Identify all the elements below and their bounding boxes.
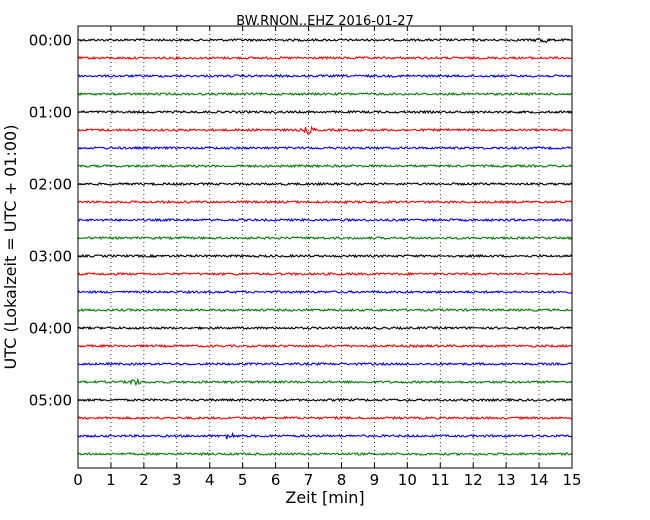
x-tick-label: 2 (139, 471, 149, 489)
x-tick-label: 5 (238, 471, 248, 489)
trace-0000 (77, 37, 573, 44)
x-tick-label: 0 (73, 471, 83, 489)
x-tick-label: 15 (562, 471, 581, 489)
x-tick-label: 13 (497, 471, 516, 489)
trace-0515 (77, 415, 573, 421)
y-tick-label: 02:00 (29, 176, 72, 194)
trace-0545 (77, 451, 573, 457)
x-gridlines (110, 26, 540, 468)
trace-0315 (77, 271, 573, 277)
trace-0400 (77, 325, 573, 331)
y-tick-label: 04:00 (29, 320, 72, 338)
x-tick-label: 9 (370, 471, 380, 489)
y-axis-label: UTC (Lokalzeit = UTC + 01:00) (1, 125, 20, 370)
trace-0415 (77, 343, 573, 349)
trace-0015 (77, 55, 573, 61)
x-tick-label: 11 (431, 471, 450, 489)
plot-frame (77, 25, 573, 469)
y-axis: 00:00 01:00 02:00 03:00 04:00 05:00 (29, 32, 572, 410)
x-tick-label: 12 (464, 471, 483, 489)
x-axis: 0 1 2 3 4 5 6 7 8 9 10 11 12 13 14 15 (73, 26, 582, 489)
trace-0215 (77, 199, 573, 205)
trace-0145 (77, 163, 573, 169)
chart-title: BW.RNON..EHZ 2016-01-27 (236, 14, 414, 29)
x-tick-label: 7 (304, 471, 314, 489)
trace-0445 (77, 377, 573, 387)
y-tick-label: 03:00 (29, 248, 72, 266)
trace-0100 (77, 109, 573, 115)
x-tick-label: 8 (337, 471, 347, 489)
trace-0045 (77, 91, 573, 97)
trace-0345 (77, 307, 573, 313)
trace-0500 (77, 397, 573, 403)
trace-0530 (77, 431, 573, 440)
trace-0430 (77, 361, 573, 367)
x-axis-label: Zeit [min] (285, 488, 364, 507)
x-tick-label: 10 (398, 471, 417, 489)
trace-0130 (77, 145, 573, 151)
trace-0330 (77, 289, 573, 295)
trace-0115 (77, 125, 573, 135)
y-tick-label: 01:00 (29, 104, 72, 122)
x-tick-label: 14 (530, 471, 549, 489)
x-tick-label: 1 (106, 471, 116, 489)
x-tick-label: 6 (271, 471, 281, 489)
trace-0030 (77, 73, 573, 79)
y-tick-label: 00:00 (29, 32, 72, 50)
y-tick-label: 05:00 (29, 392, 72, 410)
trace-0300 (77, 253, 573, 259)
trace-0230 (77, 217, 573, 223)
x-tick-label: 4 (205, 471, 215, 489)
traces (77, 37, 573, 457)
trace-0245 (77, 235, 573, 241)
trace-0200 (77, 181, 573, 187)
x-tick-label: 3 (172, 471, 182, 489)
